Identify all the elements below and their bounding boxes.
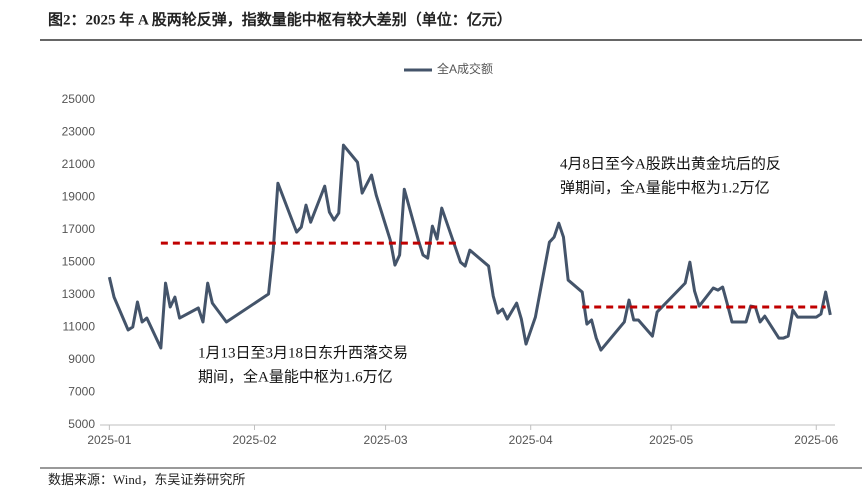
- x-tick-label: 2025-01: [87, 433, 131, 447]
- x-tick-label: 2025-03: [364, 433, 408, 447]
- y-tick-label: 5000: [68, 417, 95, 431]
- legend-label: 全A成交额: [437, 61, 493, 76]
- y-tick-label: 19000: [62, 190, 96, 204]
- series-line: [107, 143, 832, 352]
- y-tick-label: 7000: [68, 385, 95, 399]
- y-tick-label: 9000: [68, 352, 95, 366]
- y-tick-label: 13000: [62, 287, 96, 301]
- y-tick-label: 17000: [62, 222, 96, 236]
- chart-title: 图2：2025 年 A 股两轮反弹，指数量能中枢有较大差别（单位：亿元）: [48, 10, 512, 28]
- y-tick-label: 23000: [62, 125, 96, 139]
- y-tick-label: 21000: [62, 157, 96, 171]
- x-tick-label: 2025-05: [649, 433, 693, 447]
- y-tick-label: 25000: [62, 92, 96, 106]
- x-tick-label: 2025-04: [509, 433, 553, 447]
- source: 数据来源：Wind，东吴证券研究所: [48, 472, 245, 487]
- annotation: 1月13日至3月18日东升西落交易: [198, 343, 408, 361]
- annotation: 弹期间，全A量能中枢为1.2万亿: [560, 178, 770, 196]
- y-tick-label: 11000: [63, 320, 96, 334]
- x-tick-label: 2025-02: [232, 433, 276, 447]
- y-tick-label: 15000: [62, 255, 96, 269]
- x-tick-label: 2025-06: [794, 433, 838, 447]
- annotation: 期间，全A量能中枢为1.6万亿: [198, 367, 393, 385]
- annotation: 4月8日至今A股跌出黄金坑后的反: [560, 155, 781, 172]
